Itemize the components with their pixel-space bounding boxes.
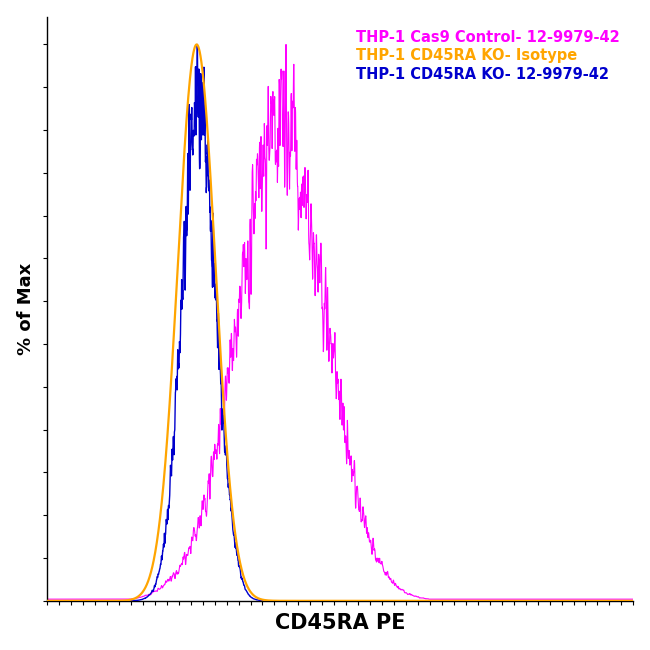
X-axis label: CD45RA PE: CD45RA PE <box>275 614 406 633</box>
Y-axis label: % of Max: % of Max <box>17 263 34 355</box>
Legend: THP-1 Cas9 Control- 12-9979-42, THP-1 CD45RA KO- Isotype, THP-1 CD45RA KO- 12-99: THP-1 Cas9 Control- 12-9979-42, THP-1 CD… <box>350 24 626 88</box>
